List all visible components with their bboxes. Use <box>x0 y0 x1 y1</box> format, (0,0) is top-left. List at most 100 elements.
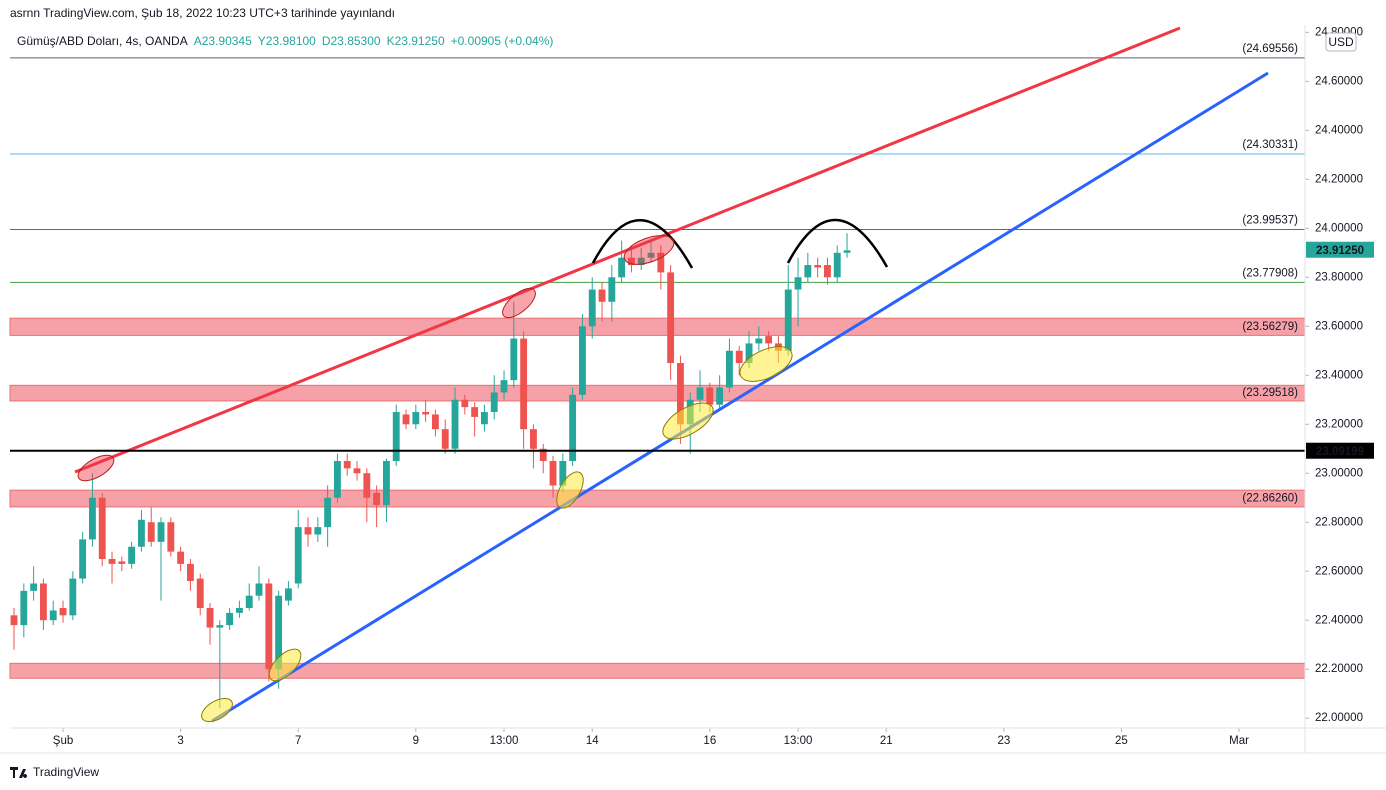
candle-body <box>745 343 753 364</box>
candle-body <box>431 414 439 430</box>
y-tick-label: 22.00000 <box>1315 712 1363 724</box>
candle-body <box>755 338 763 344</box>
y-tick-label: 23.40000 <box>1315 369 1363 381</box>
zone-label: (23.29518) <box>1242 387 1298 399</box>
y-tick-label: 22.40000 <box>1315 614 1363 626</box>
candle-body <box>118 561 126 564</box>
candle-body <box>451 399 459 449</box>
zone-label: (22.86260) <box>1242 493 1298 505</box>
y-tick-label: 22.80000 <box>1315 516 1363 528</box>
candle-body <box>706 387 714 405</box>
candle-body <box>98 497 106 559</box>
x-tick-label: 16 <box>703 735 716 747</box>
candle-body <box>579 326 586 395</box>
ellipse <box>268 648 302 682</box>
candle-body <box>235 607 243 613</box>
candle-body <box>843 250 851 253</box>
candle-body <box>677 363 684 425</box>
candle-body <box>539 448 547 462</box>
candle-body <box>147 522 155 542</box>
y-tick-label: 23.20000 <box>1315 418 1363 430</box>
candle-body <box>167 522 175 552</box>
logo-icon <box>10 767 28 778</box>
support-label-box <box>1306 442 1374 459</box>
y-tick-label: 23.00000 <box>1315 467 1363 479</box>
support-label: 23.09199 <box>1316 446 1364 458</box>
x-tick-label: 13:00 <box>784 735 813 747</box>
candle-body <box>726 350 733 388</box>
currency: USD <box>1328 35 1354 49</box>
candle-body <box>59 607 67 616</box>
y-tick-label: 24.40000 <box>1315 124 1363 136</box>
candle-body <box>628 257 635 266</box>
zone-label: (23.56279) <box>1242 321 1298 333</box>
candle-body <box>353 468 361 474</box>
x-tick-label: 14 <box>586 735 599 747</box>
ellipse <box>502 287 536 319</box>
candle-body <box>647 252 655 258</box>
candle-body <box>20 590 28 626</box>
candle-body <box>49 610 57 621</box>
logo: TradingView <box>10 765 99 779</box>
candle-body <box>608 277 616 302</box>
candle-body <box>363 473 371 498</box>
candle-body <box>333 461 341 498</box>
candle-body <box>422 412 430 415</box>
candle-body <box>216 625 224 628</box>
ellipse <box>556 471 584 509</box>
ellipse <box>77 454 115 482</box>
brand: TradingView <box>33 765 99 779</box>
candle-body <box>69 578 77 616</box>
candle-body <box>814 265 822 268</box>
x-tick-label: 13:00 <box>490 735 519 747</box>
ohlc: K23.91250 <box>387 34 445 48</box>
candle-body <box>275 595 283 670</box>
level-label: (23.77908) <box>1242 267 1298 279</box>
candle-body <box>441 429 449 449</box>
x-tick-label: 7 <box>295 735 301 747</box>
candle-body <box>402 414 410 425</box>
ohlc: +0.00905 (+0.04%) <box>451 34 554 48</box>
candle-body <box>108 558 116 564</box>
y-tick-label: 22.20000 <box>1315 663 1363 675</box>
candle-body <box>598 289 606 302</box>
candle-body <box>471 407 479 417</box>
ellipse <box>201 697 233 723</box>
level-label: (24.30331) <box>1242 139 1298 151</box>
candle-body <box>226 612 234 626</box>
x-tick-label: 9 <box>413 735 419 747</box>
candle-body <box>137 519 145 547</box>
candle-body <box>314 527 322 535</box>
candle-body <box>304 527 312 535</box>
candle-body <box>696 387 704 400</box>
last-price-box <box>1306 241 1374 258</box>
candle-body <box>765 336 773 344</box>
x-tick-label: 3 <box>177 735 183 747</box>
candle-body <box>294 527 302 584</box>
y-tick-label: 23.80000 <box>1315 271 1363 283</box>
candle-body <box>177 551 185 564</box>
candle-body <box>588 289 596 327</box>
candle-body <box>324 497 332 528</box>
candle-body <box>382 461 390 506</box>
level-label: (24.69556) <box>1242 43 1298 55</box>
candle-body <box>804 265 812 278</box>
candle-body <box>157 522 165 542</box>
currency-box <box>1325 32 1357 52</box>
candle-body <box>667 272 675 364</box>
level-label: (23.99537) <box>1242 214 1298 226</box>
candle-body <box>833 252 841 278</box>
arc <box>591 219 694 269</box>
candles <box>10 233 851 709</box>
chart-title: asrnn TradingView.com, Şub 18, 2022 10:2… <box>10 6 395 20</box>
y-tick-label: 23.60000 <box>1315 320 1363 332</box>
candle-body <box>549 461 557 486</box>
ellipse <box>623 235 675 265</box>
candle-body <box>500 380 508 393</box>
candle-body <box>794 277 802 290</box>
last-price-label: 23.91250 <box>1316 245 1364 257</box>
zone <box>9 662 1306 679</box>
candle-body <box>392 412 400 462</box>
candle-body <box>716 387 724 405</box>
